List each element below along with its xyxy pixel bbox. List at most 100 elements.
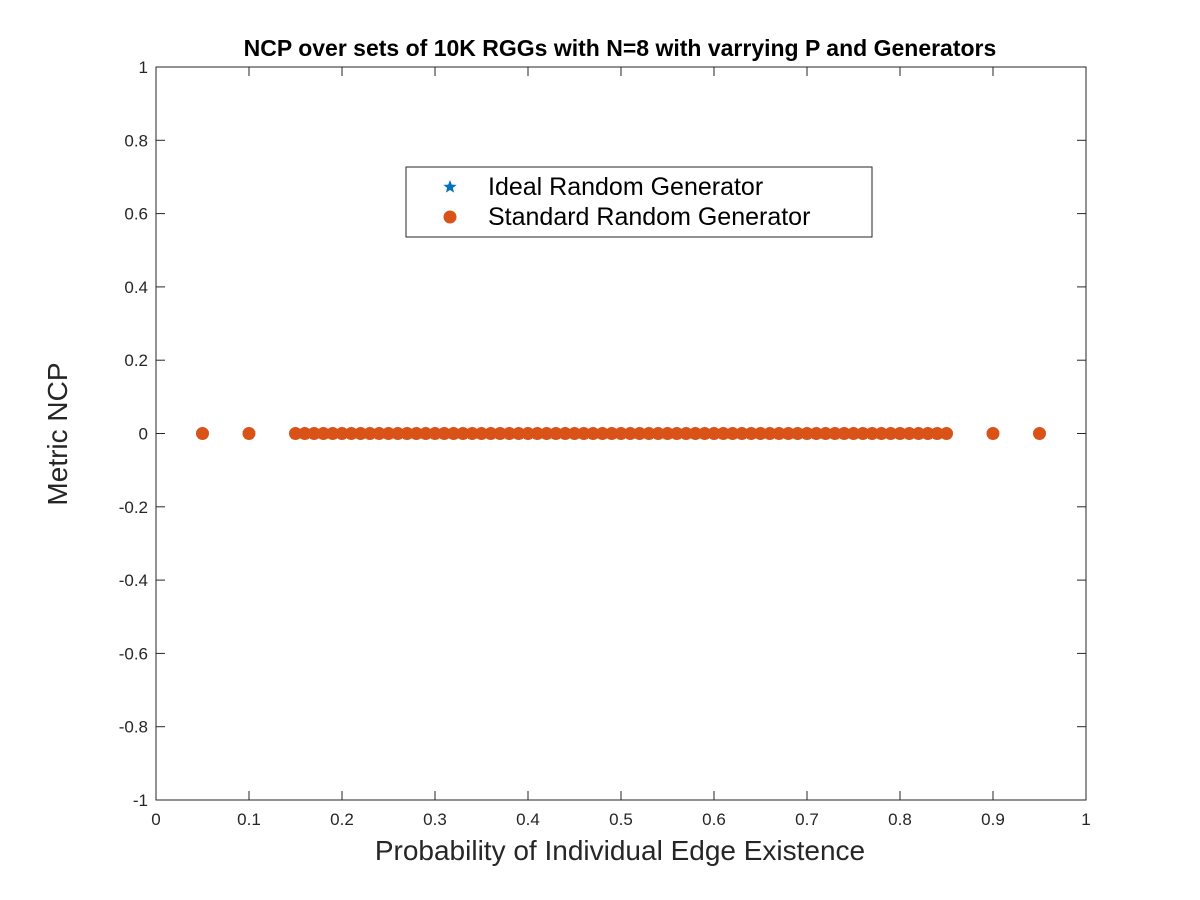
axes-box [155,66,1087,801]
data-point [354,427,368,440]
data-point [670,427,684,440]
data-point [521,427,535,440]
data-point [623,427,637,440]
legend-box [405,166,873,238]
data-point [698,427,712,440]
data-point [679,427,693,440]
legend-marker-ideal [443,180,457,193]
data-point [642,427,656,440]
data-point [874,427,888,440]
data-points [195,426,1047,440]
data-point [986,427,1000,440]
data-point [289,427,302,440]
data-point [707,427,721,440]
data-point [847,427,860,440]
data-point [530,427,544,440]
data-point [540,427,554,440]
data-point [716,427,730,440]
data-point [586,427,600,440]
x-tick-labels: 0 0.1 0.2 0.3 0.4 0.5 0.6 0.7 0.8 0.9 1 [151,810,1090,829]
data-point [456,427,470,440]
y-tick-label: -0.2 [119,498,148,517]
x-tick-label: 0 [151,810,160,829]
data-point [447,427,461,440]
data-point [809,427,823,440]
data-point [1033,427,1046,440]
data-point [595,427,609,440]
data-point [335,427,349,440]
data-point [930,427,944,440]
data-point [856,427,870,440]
data-point [735,427,749,440]
data-point [409,427,423,440]
data-point [475,427,488,440]
data-point [326,427,340,440]
y-tick-label: 0.2 [124,351,148,370]
data-point [344,427,358,440]
x-axis-label: Probability of Individual Edge Existence [375,835,865,866]
data-point [363,427,377,440]
data-point [614,427,628,440]
data-point [298,427,312,440]
data-point [558,427,572,440]
data-point [577,427,591,440]
data-point [828,427,842,440]
legend-label-ideal: Ideal Random Generator [488,173,763,201]
data-point [661,427,674,440]
y-tick-label: 0.8 [124,131,148,150]
y-tick-label: -0.8 [119,718,148,737]
x-tick-label: 0.4 [516,810,540,829]
data-point [316,427,330,440]
y-tick-label: 0.4 [124,278,148,297]
data-point [744,427,758,440]
data-point [726,427,740,440]
y-tick-label: 0 [139,425,148,444]
data-point [428,427,442,440]
data-point [893,427,907,440]
y-tick-label: -1 [133,791,148,810]
data-point [382,427,395,440]
y-tick-label: 0.6 [124,205,148,224]
data-point [651,427,665,440]
legend-marker-standard [443,210,457,224]
data-point [502,427,516,440]
legend-label-standard: Standard Random Generator [488,203,810,231]
x-tick-label: 0.1 [237,810,261,829]
data-point [549,427,563,440]
data-point [921,427,935,440]
y-tick-label: -0.6 [119,644,148,663]
data-point [763,427,777,440]
data-point [754,427,767,440]
x-tick-label: 0.6 [702,810,726,829]
x-tick-label: 0.7 [795,810,819,829]
data-point [419,427,433,440]
data-point [484,427,498,440]
circle-marker-icon [443,210,457,224]
data-point [493,427,507,440]
x-tick-label: 0.3 [423,810,447,829]
data-point [800,427,814,440]
data-point [940,427,953,440]
tick-marks [155,66,1087,801]
y-axis-label: Metric NCP [42,362,73,505]
data-point [781,427,795,440]
data-point [819,427,833,440]
y-tick-label: -0.4 [119,571,148,590]
y-tick-label: 1 [139,58,148,77]
data-point [307,427,321,440]
data-point [865,427,879,440]
x-tick-label: 0.8 [888,810,912,829]
data-point [242,427,256,440]
data-point [391,427,405,440]
legend: Ideal Random Generator Standard Random G… [405,166,873,238]
x-tick-label: 1 [1081,810,1090,829]
data-point [372,427,386,440]
data-point [512,427,526,440]
data-point [196,427,209,440]
data-point [437,427,451,440]
x-tick-label: 0.5 [609,810,633,829]
x-tick-label: 0.2 [330,810,354,829]
star-marker-icon [443,180,457,193]
data-point [465,427,479,440]
